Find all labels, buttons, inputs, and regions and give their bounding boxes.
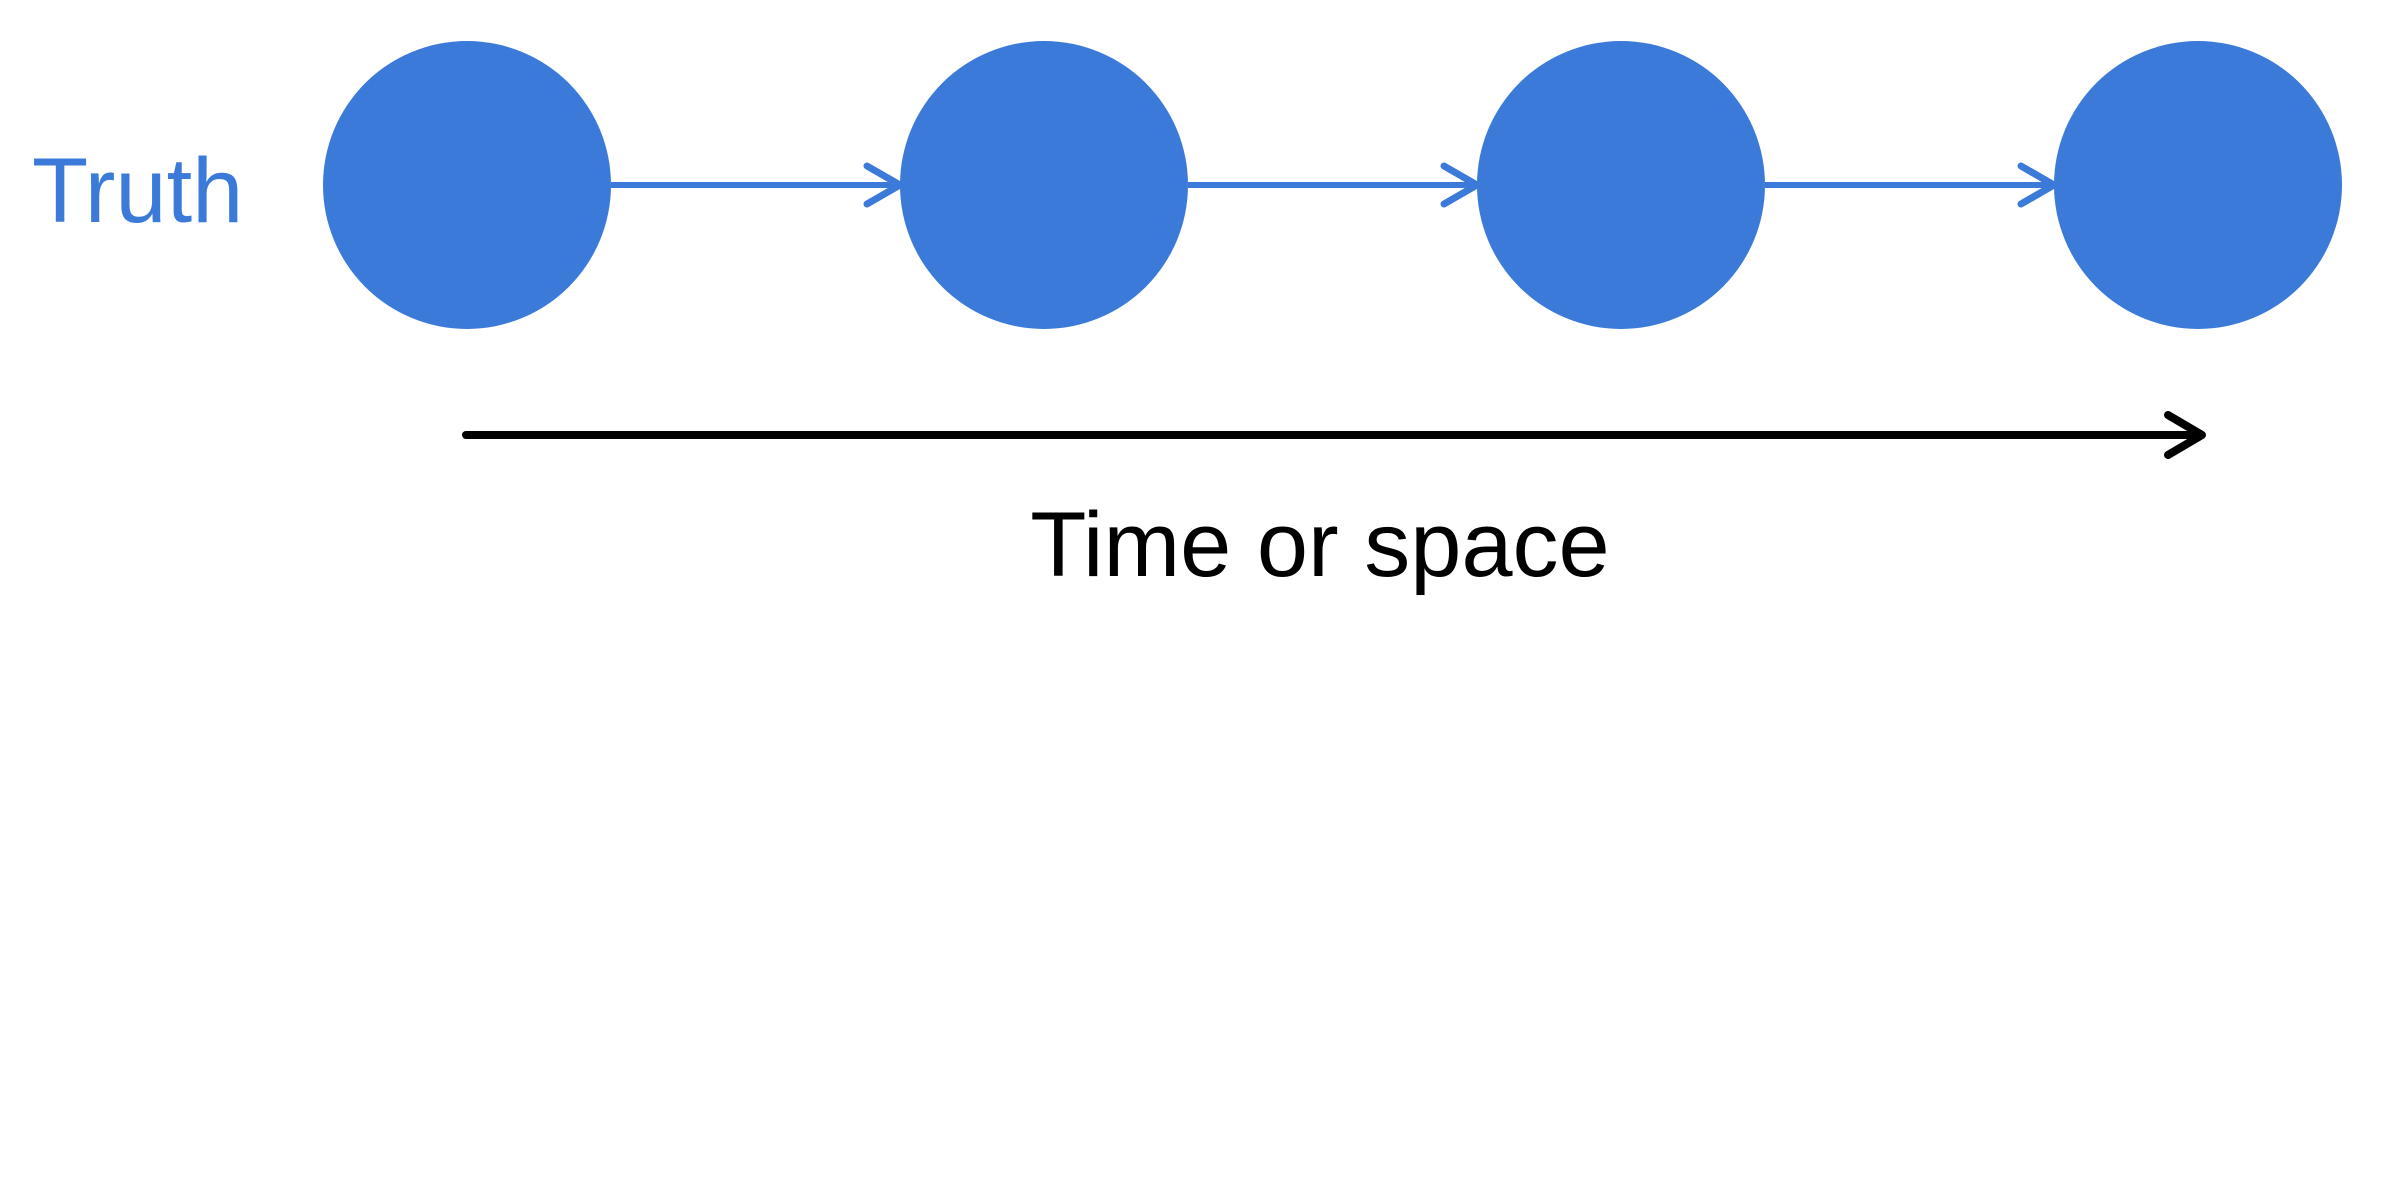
axis-label-time-or-space: Time or space bbox=[1030, 494, 1609, 596]
row-label-truth: Truth bbox=[32, 140, 243, 242]
truth-node bbox=[900, 41, 1188, 329]
node-chain bbox=[323, 41, 2342, 329]
truth-node bbox=[2054, 41, 2342, 329]
truth-node bbox=[1477, 41, 1765, 329]
time-axis-arrowhead bbox=[2164, 411, 2206, 459]
truth-node bbox=[323, 41, 611, 329]
time-axis bbox=[462, 411, 2206, 459]
